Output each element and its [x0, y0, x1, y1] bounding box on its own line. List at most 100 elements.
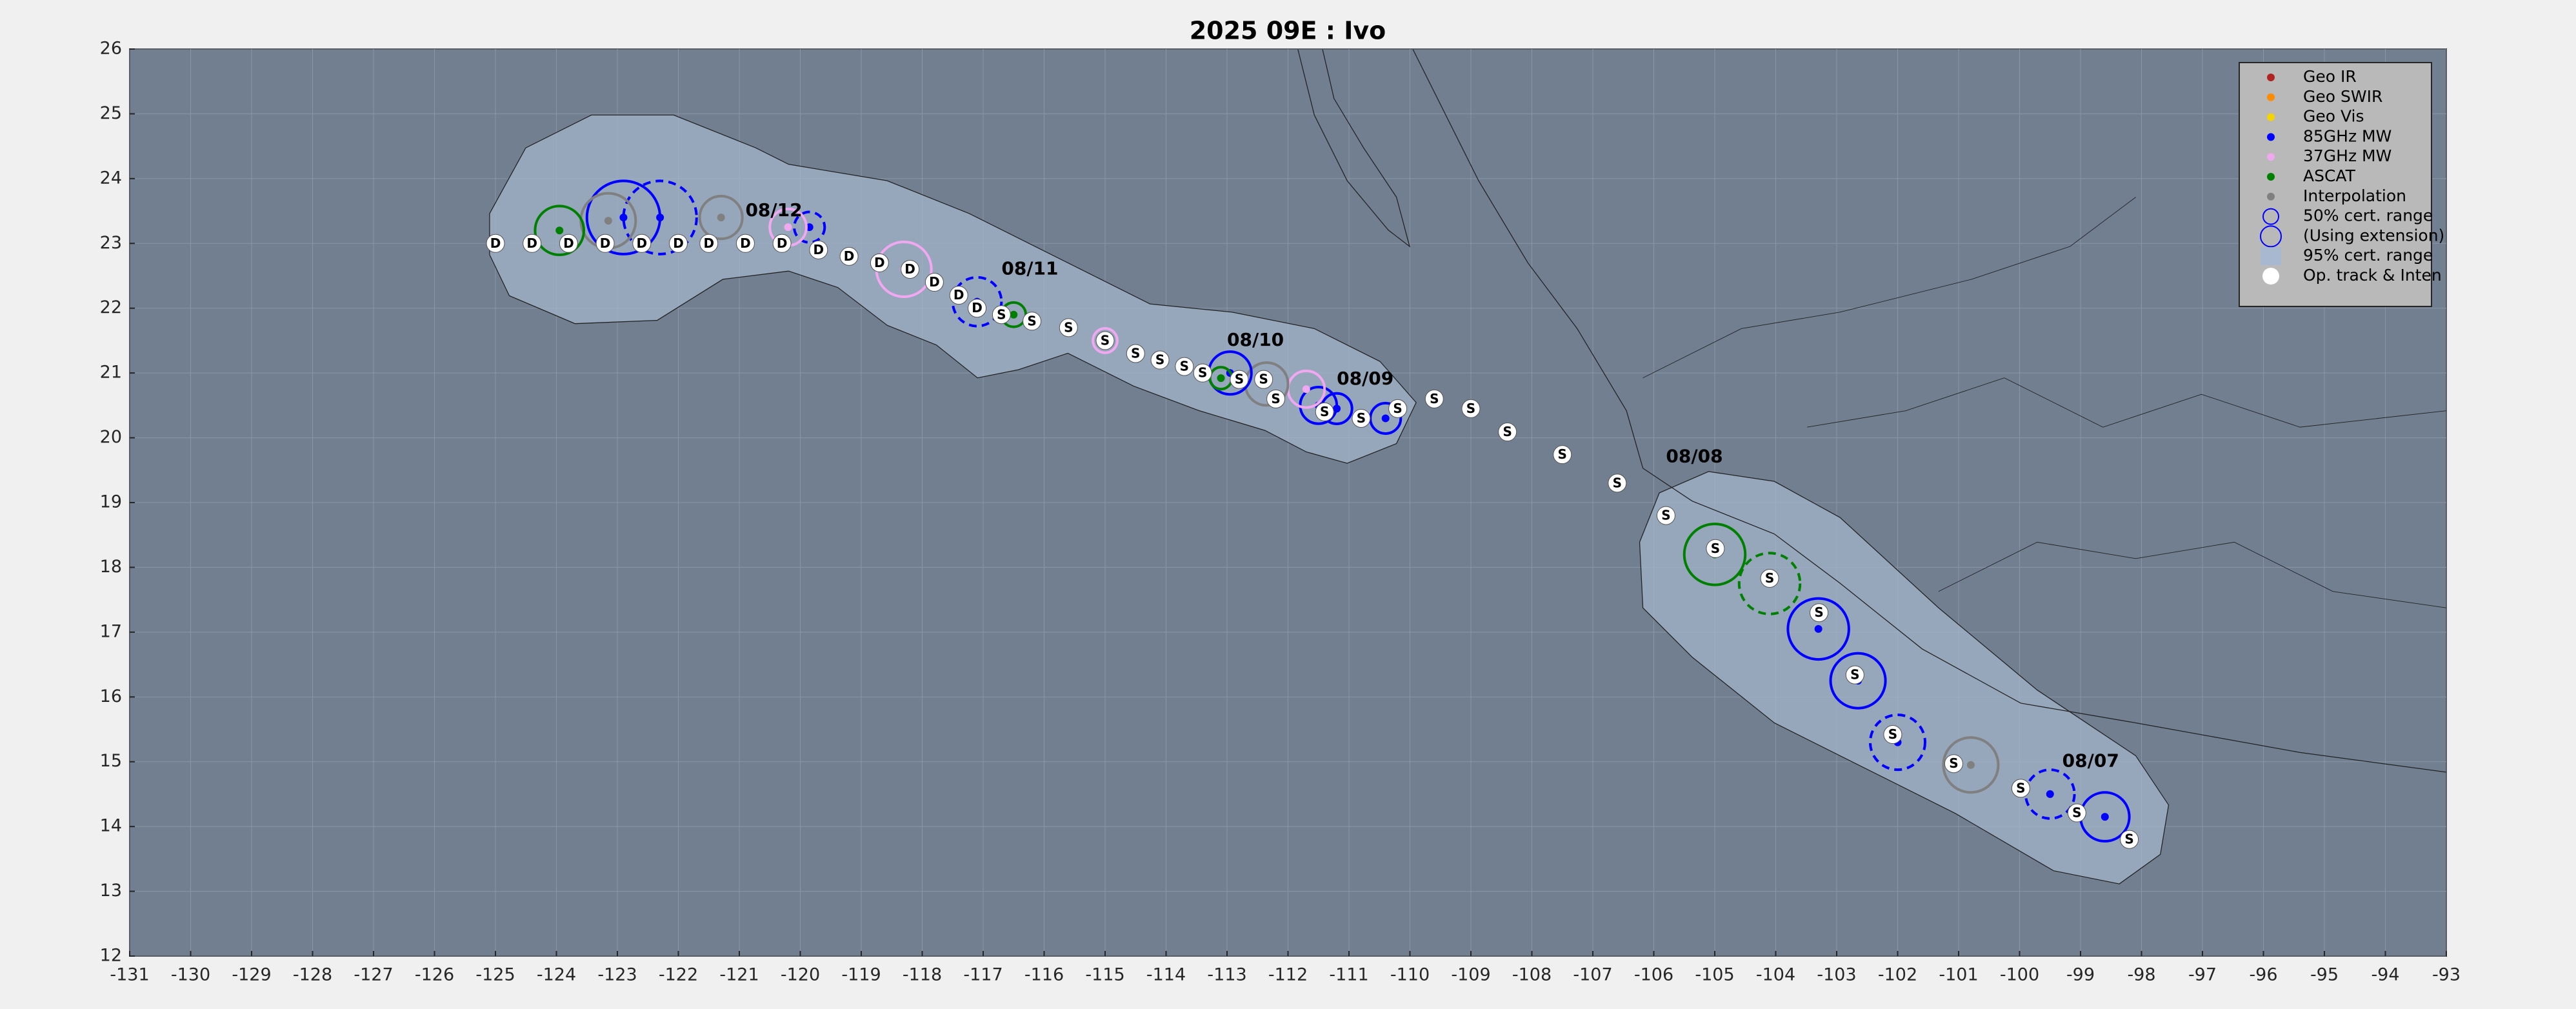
- track-label: D: [490, 235, 501, 251]
- fix-center: [1966, 761, 1975, 769]
- fix-center: [717, 214, 725, 222]
- legend-marker: [2261, 247, 2281, 266]
- y-tick-label: 19: [100, 492, 122, 512]
- x-tick-label: -119: [841, 965, 881, 985]
- x-tick-label: -110: [1390, 965, 1430, 985]
- x-tick-label: -102: [1878, 965, 1917, 985]
- x-tick-label: -97: [2188, 965, 2217, 985]
- track-point: [968, 299, 987, 318]
- track-label: S: [1850, 667, 1859, 683]
- track-point: [1315, 402, 1334, 421]
- legend-label: (Using extension): [2303, 226, 2444, 245]
- track-label: S: [1558, 446, 1567, 462]
- track-label: S: [1271, 391, 1280, 406]
- fix-center: [2101, 813, 2109, 821]
- track-point: [699, 234, 719, 253]
- fix-range: [951, 275, 1003, 328]
- track-point: [901, 259, 920, 279]
- x-tick-label: -112: [1268, 965, 1308, 985]
- track-point: [2011, 779, 2030, 798]
- track-label: D: [874, 255, 885, 270]
- y-tick-label: 22: [100, 297, 122, 317]
- track-label: S: [997, 306, 1006, 322]
- y-tick-label: 12: [100, 946, 122, 966]
- track-point: [809, 240, 828, 259]
- track-label: S: [1320, 404, 1329, 419]
- fix-range: [1868, 714, 1927, 772]
- x-tick-label: -114: [1146, 965, 1186, 985]
- track-label: S: [1613, 475, 1622, 490]
- track-point: [1266, 389, 1286, 408]
- track-label: D: [673, 235, 684, 251]
- track-label: S: [1949, 755, 1958, 771]
- track-label: S: [1235, 372, 1244, 387]
- track-label: S: [1027, 313, 1036, 328]
- date-label: 08/11: [1001, 257, 1058, 279]
- track-label: S: [1814, 604, 1823, 620]
- x-tick-label: -124: [537, 965, 576, 985]
- y-tick-label: 23: [100, 233, 122, 253]
- track-point: [1944, 754, 1963, 774]
- fix-center: [1381, 414, 1390, 423]
- track-label: S: [1888, 726, 1897, 742]
- track-label: S: [1503, 424, 1512, 439]
- x-tick-label: -105: [1695, 965, 1734, 985]
- fix-center: [2046, 790, 2054, 798]
- legend-label: Geo Vis: [2303, 107, 2364, 126]
- track-point: [1461, 399, 1481, 418]
- coastline-mainland: [1412, 49, 2446, 773]
- track-point: [1498, 423, 1517, 442]
- track-label: D: [904, 261, 915, 277]
- track-point: [1553, 445, 1572, 465]
- x-tick-label: -130: [171, 965, 210, 985]
- track-label: S: [1064, 319, 1073, 335]
- y-tick-label: 25: [100, 103, 122, 123]
- legend-marker: [2262, 208, 2279, 225]
- x-tick-label: -95: [2310, 965, 2339, 985]
- legend-label: Geo IR: [2303, 67, 2357, 86]
- x-tick-label: -96: [2249, 965, 2277, 985]
- legend-marker: [2267, 153, 2275, 161]
- track-label: S: [1711, 541, 1720, 556]
- track-point: [949, 286, 968, 305]
- track-point: [1230, 370, 1249, 389]
- track-point: [1388, 399, 1408, 418]
- y-tick-label: 18: [100, 557, 122, 577]
- y-tick-label: 14: [100, 816, 122, 836]
- track-point: [1845, 665, 1864, 684]
- track-point: [1126, 344, 1145, 363]
- date-label: 08/08: [1666, 446, 1722, 467]
- track-label: D: [814, 242, 824, 257]
- track-label: D: [929, 274, 940, 290]
- x-tick-label: -126: [415, 965, 454, 985]
- y-tick-label: 21: [100, 363, 122, 383]
- x-tick-label: -113: [1207, 965, 1246, 985]
- x-tick-label: -127: [354, 965, 393, 985]
- fix-range: [1786, 597, 1850, 661]
- track-point: [839, 246, 859, 266]
- track-label: S: [2016, 780, 2025, 795]
- x-tick-label: -123: [597, 965, 637, 985]
- track-point: [486, 234, 505, 253]
- coastline-baja: [1297, 49, 1411, 248]
- fix-range: [1682, 523, 1747, 586]
- date-label: 08/12: [745, 199, 802, 221]
- y-tick-label: 15: [100, 751, 122, 771]
- track-label: D: [954, 287, 964, 303]
- fix-center: [555, 226, 564, 235]
- legend-marker: [2267, 192, 2275, 201]
- y-tick-label: 16: [100, 686, 122, 706]
- annotations: 08/07 08/08 08/09 08/10 08/11 08/12: [745, 199, 2119, 772]
- date-label: 08/09: [1337, 368, 1393, 389]
- fix-range: [1092, 327, 1119, 354]
- x-tick-label: -101: [1939, 965, 1978, 985]
- track-label: S: [2124, 832, 2133, 847]
- track-point: [1023, 312, 1042, 331]
- track-point: [2120, 830, 2139, 849]
- x-tick-label: -128: [293, 965, 332, 985]
- legend-marker: [2267, 93, 2275, 101]
- ticks: -131 -130 -129 -128 -127 -126 -125 -124 -123 -122…: [100, 39, 2461, 985]
